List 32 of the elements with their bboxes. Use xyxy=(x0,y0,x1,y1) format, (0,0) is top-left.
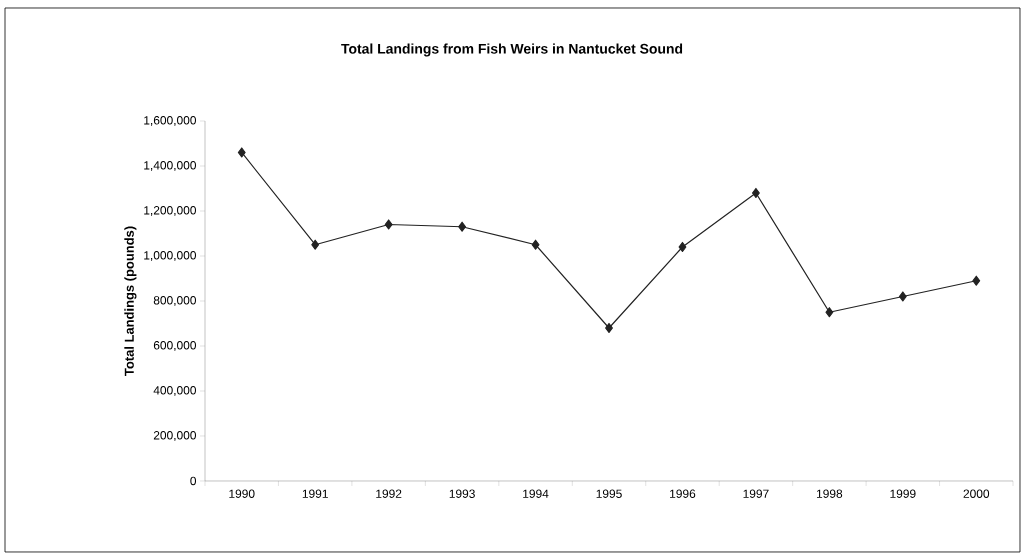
x-tick-label: 1994 xyxy=(523,489,549,498)
y-tick-label: 1,600,000 xyxy=(144,116,197,126)
x-tick-label: 1996 xyxy=(670,489,696,498)
x-tick-label: 1991 xyxy=(302,489,328,498)
chart-title: Total Landings from Fish Weirs in Nantucket Sound xyxy=(341,43,683,57)
point xyxy=(825,307,834,318)
point xyxy=(458,221,467,232)
y-tick-label: 800,000 xyxy=(153,296,197,306)
x-tick-label: 1999 xyxy=(890,489,916,498)
point xyxy=(531,239,540,250)
x-tick-label: 1998 xyxy=(816,489,843,498)
x-tick-label: 1992 xyxy=(376,489,402,498)
point xyxy=(311,239,320,250)
point xyxy=(384,219,393,230)
point xyxy=(678,241,687,253)
y-tick-label: 1,200,000 xyxy=(144,206,197,216)
x-tick-label: 1995 xyxy=(596,489,622,498)
point xyxy=(751,187,760,199)
x-tick-label: 2000 xyxy=(963,489,990,498)
y-tick-label: 1,400,000 xyxy=(144,161,197,171)
x-tick-label: 1993 xyxy=(449,489,475,498)
point xyxy=(237,147,246,158)
y-tick-label: 0 xyxy=(190,476,197,486)
x-tick-label: 1997 xyxy=(743,489,769,498)
y-tick-label: 200,000 xyxy=(153,431,197,441)
y-tick-label: 1,000,000 xyxy=(144,251,197,261)
point xyxy=(898,291,907,302)
y-axis-title: Total Landings (pounds) xyxy=(124,226,137,376)
point xyxy=(972,275,981,286)
y-tick-label: 600,000 xyxy=(153,341,197,351)
x-tick-label: 1990 xyxy=(229,489,255,498)
y-tick-label: 400,000 xyxy=(153,386,197,396)
